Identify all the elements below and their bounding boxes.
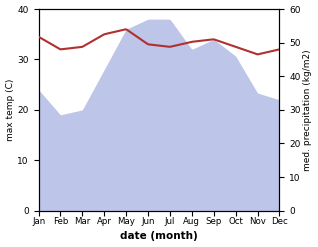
Y-axis label: max temp (C): max temp (C) xyxy=(5,79,15,141)
X-axis label: date (month): date (month) xyxy=(120,231,198,242)
Y-axis label: med. precipitation (kg/m2): med. precipitation (kg/m2) xyxy=(303,49,313,171)
